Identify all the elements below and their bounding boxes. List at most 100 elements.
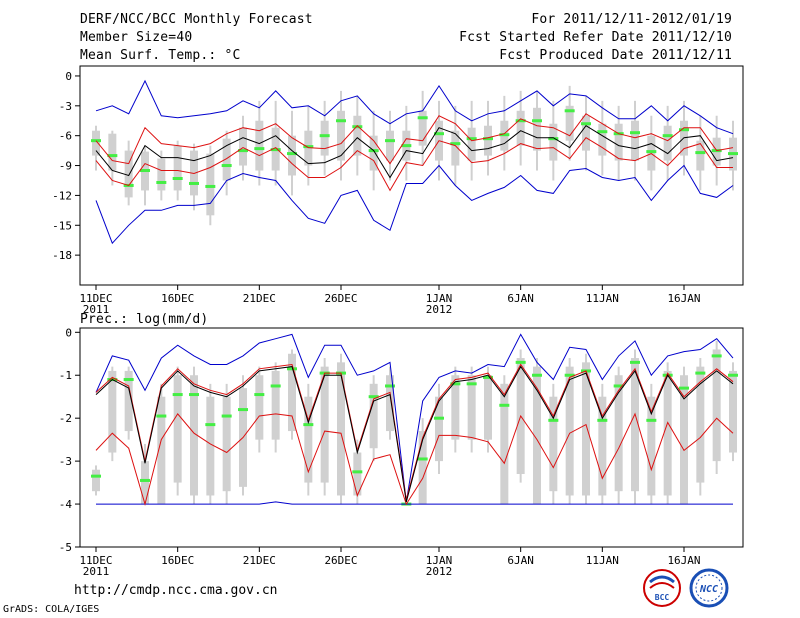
x-tick-label: 6JAN <box>507 554 534 567</box>
box <box>206 153 215 216</box>
box <box>320 366 329 483</box>
y-tick-label: -6 <box>59 130 72 143</box>
box <box>549 396 558 492</box>
x-tick-label: 16DEC <box>161 292 194 305</box>
y-tick-label: -4 <box>59 498 73 511</box>
grads-credit: GrADS: COLA/IGES <box>3 604 100 615</box>
box <box>663 370 672 496</box>
y-tick-label: -2 <box>59 412 72 425</box>
x-tick-label: 26DEC <box>324 554 357 567</box>
ncc-logo-text: NCC <box>699 584 718 595</box>
box <box>369 383 378 449</box>
box <box>614 123 623 161</box>
min-line <box>96 501 733 505</box>
std-upper-line <box>95 113 734 165</box>
x-tick-label: 21DEC <box>243 554 276 567</box>
box <box>173 375 182 483</box>
ncc-logo: NCC <box>689 568 729 608</box>
box <box>631 120 639 161</box>
y-tick-label: -18 <box>52 249 72 262</box>
box <box>222 396 231 492</box>
box <box>353 452 362 496</box>
box <box>271 370 280 440</box>
plot-frame <box>79 327 744 548</box>
produced-date: Fcst Produced Date 2011/12/11 <box>499 48 732 63</box>
box <box>369 135 378 171</box>
x-tick-label: 16DEC <box>161 554 194 567</box>
refer-date: Fcst Started Refer Date 2011/12/10 <box>459 30 732 45</box>
x-year-label: 2012 <box>426 303 453 316</box>
box <box>451 130 460 166</box>
box <box>386 375 394 432</box>
box <box>598 123 607 156</box>
x-tick-label: 11DEC <box>79 292 112 305</box>
box <box>467 127 476 161</box>
chart-title: DERF/NCC/BCC Monthly Forecast <box>80 12 313 27</box>
box <box>108 133 117 171</box>
box <box>255 375 264 440</box>
box <box>337 362 345 496</box>
box <box>418 110 427 146</box>
box <box>565 366 574 496</box>
box <box>696 366 705 483</box>
x-tick-label: 21DEC <box>243 292 276 305</box>
box <box>565 105 574 141</box>
max-line <box>95 333 734 502</box>
logos: BCC NCC <box>643 568 729 608</box>
box <box>190 375 198 496</box>
box <box>255 120 264 171</box>
x-year-label: 2011 <box>83 303 110 316</box>
std-lower-line <box>95 412 734 507</box>
std-lower-line <box>95 137 733 192</box>
box <box>435 396 443 462</box>
box <box>451 375 460 440</box>
y-tick-label: -12 <box>52 189 72 202</box>
temperature-chart: 0 -3 -6 -9 -12 -15 -18 11DEC 16DEC 21DEC 26DEC 1JAN… <box>52 65 744 316</box>
box <box>484 125 492 156</box>
source-url[interactable]: http://cmdp.ncc.cma.gov.cn <box>74 583 278 598</box>
x-tick-label: 11JAN <box>586 292 619 305</box>
x-tick-label: 11DEC <box>79 554 112 567</box>
x-tick-label: 16JAN <box>667 554 700 567</box>
precip-label: Prec.: log(mm/d) <box>80 312 209 327</box>
y-tick-label: -5 <box>59 541 72 554</box>
x-tick-label: 11JAN <box>586 554 619 567</box>
box <box>598 396 607 496</box>
x-tick-label: 16JAN <box>667 292 700 305</box>
box <box>141 461 149 505</box>
box <box>92 469 100 492</box>
mean-line <box>95 125 734 179</box>
std-upper-line <box>95 363 734 500</box>
y-tick-label: -9 <box>59 160 72 173</box>
box <box>484 375 492 440</box>
box <box>680 375 688 505</box>
box <box>173 145 182 191</box>
box <box>239 127 247 166</box>
y-tick-label: -1 <box>59 369 72 382</box>
box <box>157 158 166 191</box>
box <box>353 115 362 156</box>
box <box>222 138 231 181</box>
box <box>582 362 590 496</box>
box <box>712 349 721 462</box>
box <box>304 396 313 483</box>
box <box>288 353 296 432</box>
box <box>337 110 345 161</box>
x-year-label: 2012 <box>426 565 453 578</box>
x-year-label: 2011 <box>83 565 110 578</box>
box <box>631 358 639 492</box>
x-tick-label: 26DEC <box>324 292 357 305</box>
y-tick-label: 0 <box>65 326 72 339</box>
mean-line <box>95 365 734 503</box>
box <box>124 370 133 432</box>
box <box>729 370 737 453</box>
box <box>206 396 215 496</box>
y-tick-label: -3 <box>59 100 72 113</box>
box <box>92 130 100 156</box>
bcc-logo-text: BCC <box>655 593 670 602</box>
box <box>467 375 476 440</box>
box <box>549 123 558 161</box>
x-tick-label: 1JAN <box>426 554 453 567</box>
y-tick-label: -3 <box>59 455 72 468</box>
